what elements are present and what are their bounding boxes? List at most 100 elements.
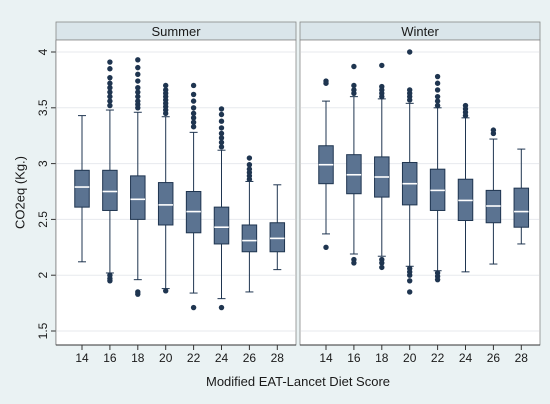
iqr-box (130, 175, 146, 220)
outlier-point (490, 127, 497, 133)
outlier-point (218, 135, 225, 141)
outlier-point (379, 83, 385, 90)
outlier-point (135, 78, 141, 84)
box-summer-20 (157, 82, 174, 294)
outlier-point (190, 105, 197, 111)
x-axis-title: Modified EAT-Lancet Diet Score (206, 374, 390, 389)
outlier-point (107, 80, 113, 86)
outlier-point (218, 130, 225, 137)
box-winter-24 (457, 102, 474, 273)
y-tick-label: 2 (36, 272, 50, 279)
outlier-point (246, 155, 253, 161)
outlier-point (107, 98, 113, 104)
iqr-box (269, 222, 286, 253)
x-tick-label: 24 (215, 351, 229, 365)
outlier-point (163, 288, 169, 294)
iqr-box (241, 224, 258, 253)
outlier-point (218, 304, 225, 311)
x-tick-label: 28 (271, 351, 285, 365)
box-summer-16 (102, 59, 118, 284)
panel-summer: Summer 14 16 18 20 22 24 26 28 (55, 21, 297, 365)
box-summer-26 (241, 155, 258, 293)
outlier-point (407, 289, 413, 295)
outlier-point (163, 87, 169, 93)
x-tick-label: 26 (243, 351, 257, 365)
outlier-point (434, 93, 441, 100)
panel-winter: Winter 14 16 18 20 22 24 26 28 (299, 21, 541, 365)
outlier-point (407, 87, 413, 93)
x-tick-label: 20 (159, 351, 173, 365)
outlier-point (190, 82, 197, 89)
x-tick-label: 28 (515, 351, 529, 365)
outlier-point (407, 272, 413, 278)
box-summer-18 (130, 57, 146, 297)
x-tick-label: 20 (403, 351, 417, 365)
outlier-point (246, 162, 253, 168)
x-tick-label: 18 (131, 351, 145, 365)
box-winter-14 (318, 78, 334, 250)
outlier-point (434, 87, 441, 93)
outlier-point (135, 291, 141, 297)
outlier-point (218, 144, 225, 150)
panel-title: Summer (151, 24, 201, 39)
outlier-point (190, 119, 197, 126)
outlier-point (351, 87, 357, 93)
outlier-point (462, 102, 469, 109)
x-tick-label: 18 (375, 351, 389, 365)
y-tick-label: 3.5 (36, 99, 50, 116)
box-summer-28 (269, 184, 286, 271)
outlier-point (107, 59, 113, 65)
y-tick-label: 3 (36, 160, 50, 167)
x-tick-label: 24 (459, 351, 473, 365)
plot-area (299, 39, 541, 346)
x-tick-label: 14 (319, 351, 333, 365)
outlier-point (434, 276, 441, 283)
box-winter-26 (485, 127, 502, 265)
outlier-point (246, 166, 253, 172)
outlier-point (107, 85, 113, 91)
outlier-point (351, 63, 357, 70)
outlier-point (434, 98, 441, 104)
x-tick-label: 14 (75, 351, 89, 365)
outlier-point (190, 124, 197, 130)
outlier-point (190, 304, 197, 311)
outlier-point (218, 125, 225, 131)
x-tick-label: 22 (431, 351, 445, 365)
outlier-point (135, 57, 141, 63)
box-summer-14 (74, 115, 90, 263)
outlier-point (407, 49, 413, 55)
outlier-point (323, 244, 329, 250)
y-tick-label: 4 (36, 48, 50, 55)
y-axis-title: CO2eq (Kg.) (12, 156, 27, 229)
outlier-point (135, 89, 141, 95)
iqr-box (157, 182, 174, 226)
y-tick-label: 1.5 (36, 322, 50, 339)
y-tick-label: 2.5 (36, 211, 50, 228)
outlier-point (135, 71, 141, 78)
outlier-point (107, 93, 113, 100)
x-tick-label: 26 (487, 351, 501, 365)
outlier-point (190, 91, 197, 98)
x-tick-label: 22 (187, 351, 201, 365)
box-summer-24 (213, 106, 230, 311)
outlier-point (434, 80, 441, 86)
iqr-box (74, 169, 90, 208)
outlier-point (135, 93, 141, 100)
outlier-point (107, 102, 113, 109)
x-tick-label: 16 (103, 351, 117, 365)
box-winter-16 (346, 63, 362, 266)
outlier-point (379, 260, 385, 266)
outlier-point (107, 278, 113, 284)
x-tick-label: 16 (347, 351, 361, 365)
outlier-point (135, 98, 141, 104)
outlier-point (351, 260, 357, 266)
outlier-point (218, 118, 225, 124)
outlier-point (434, 73, 441, 80)
box-winter-22 (429, 73, 446, 283)
outlier-point (323, 78, 329, 84)
outlier-point (190, 98, 197, 104)
iqr-box (513, 187, 530, 228)
outlier-point (135, 64, 141, 71)
